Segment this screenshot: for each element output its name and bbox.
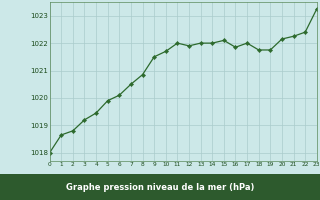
Text: Graphe pression niveau de la mer (hPa): Graphe pression niveau de la mer (hPa): [66, 182, 254, 192]
